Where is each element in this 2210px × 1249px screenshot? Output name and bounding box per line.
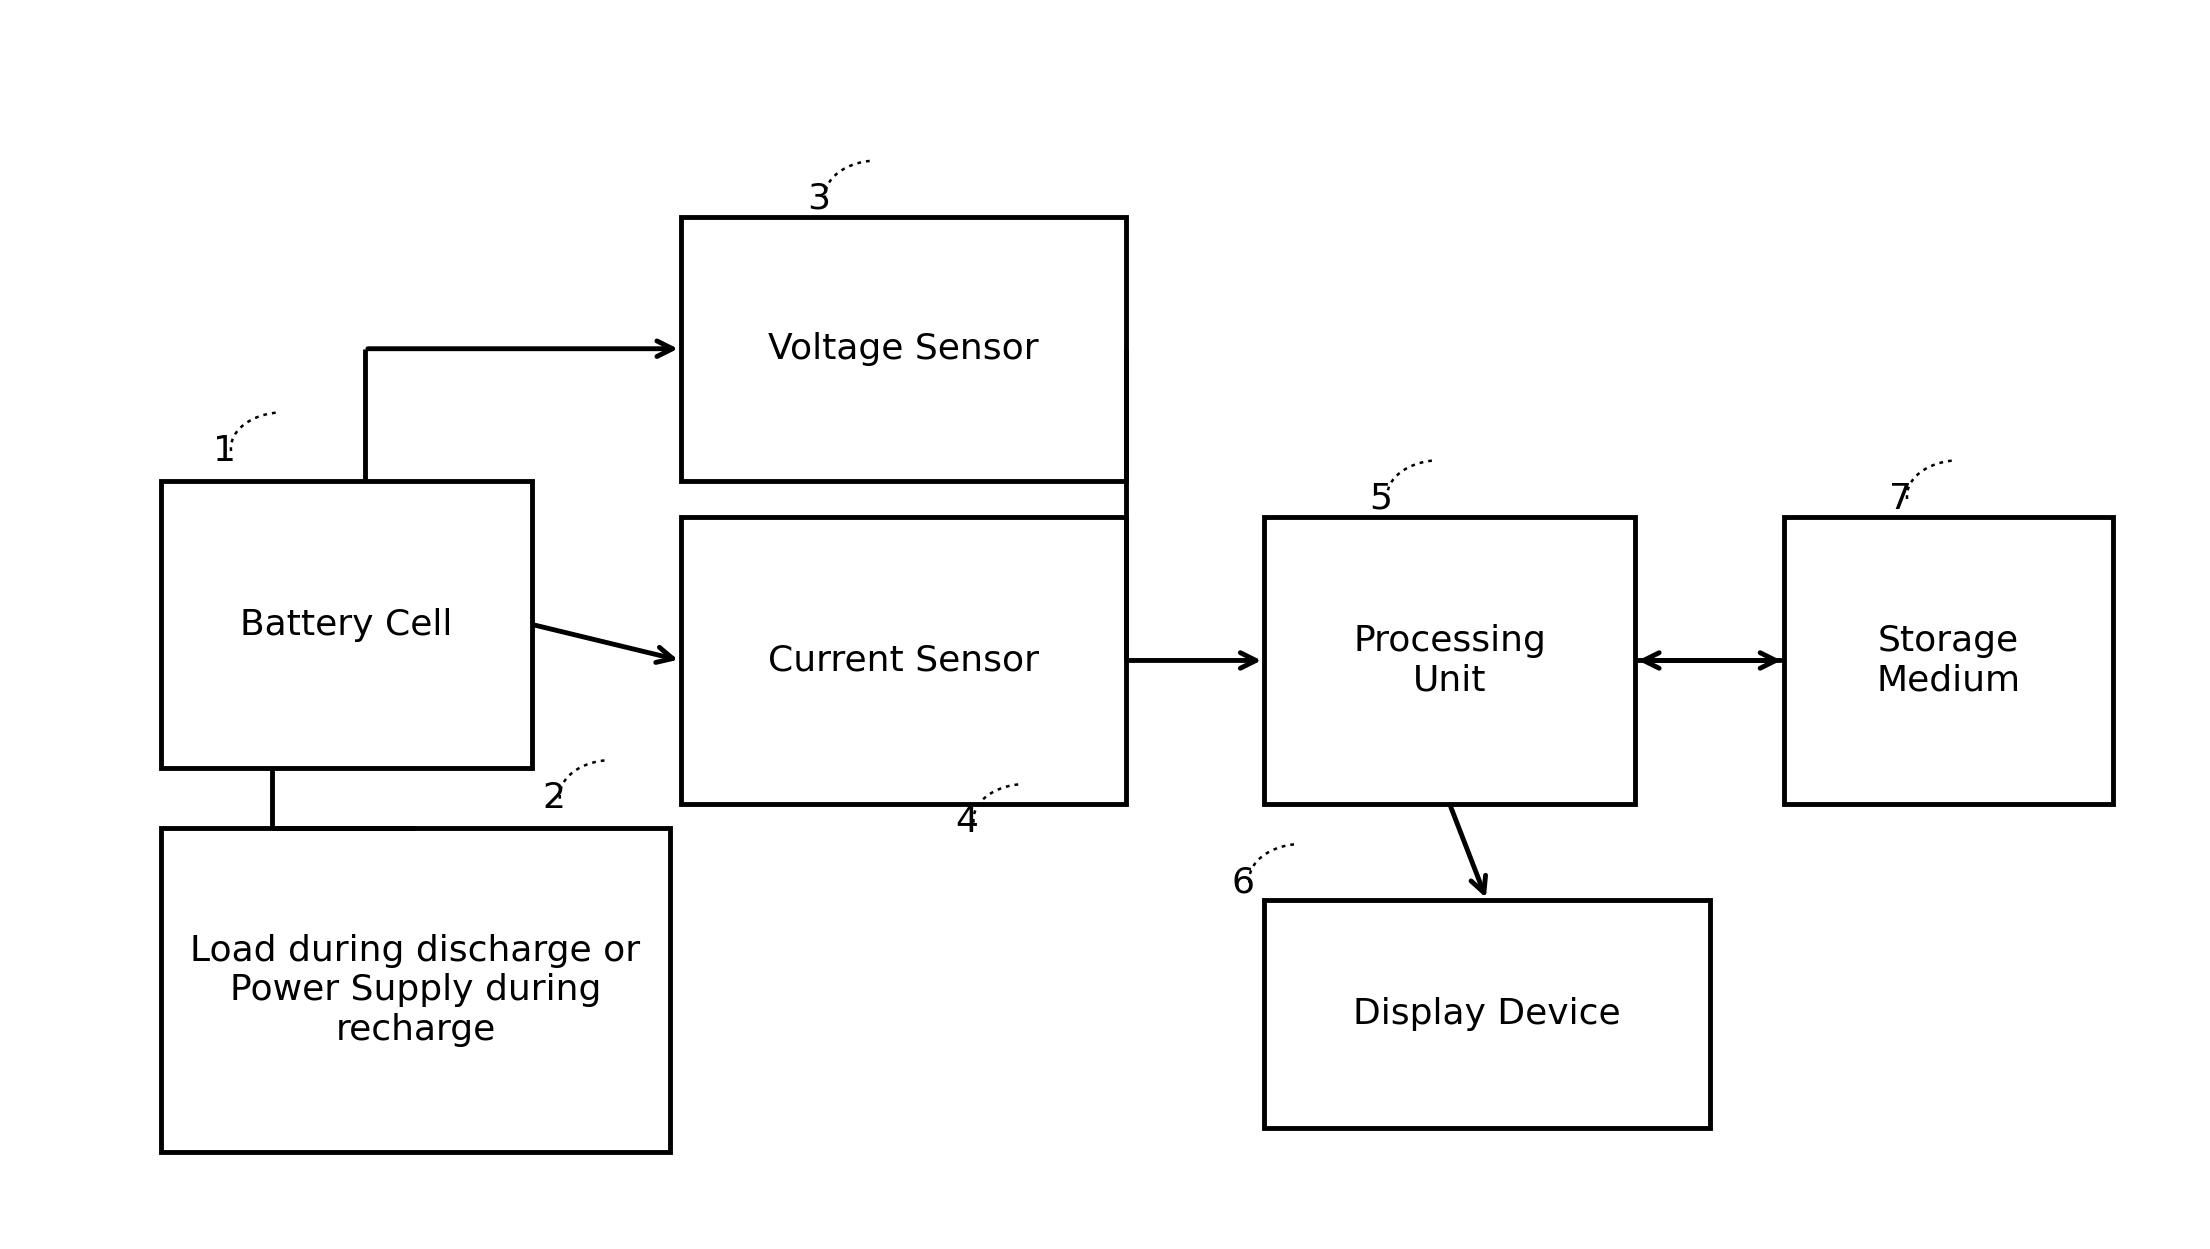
Text: 1: 1	[212, 433, 236, 467]
Text: 3: 3	[807, 182, 831, 216]
Text: Storage
Medium: Storage Medium	[1876, 623, 2020, 697]
FancyBboxPatch shape	[681, 517, 1127, 804]
Text: 5: 5	[1370, 482, 1392, 516]
Text: 7: 7	[1890, 482, 1912, 516]
FancyBboxPatch shape	[161, 481, 533, 768]
Text: Voltage Sensor: Voltage Sensor	[769, 332, 1039, 366]
Text: 4: 4	[955, 806, 979, 839]
FancyBboxPatch shape	[681, 217, 1127, 481]
FancyBboxPatch shape	[1264, 901, 1711, 1128]
FancyBboxPatch shape	[1264, 517, 1635, 804]
Text: Display Device: Display Device	[1353, 997, 1620, 1032]
Text: Battery Cell: Battery Cell	[241, 607, 453, 642]
Text: 2: 2	[541, 782, 566, 816]
Text: Load during discharge or
Power Supply during
recharge: Load during discharge or Power Supply du…	[190, 934, 641, 1047]
Text: 6: 6	[1231, 866, 1255, 899]
FancyBboxPatch shape	[161, 828, 670, 1152]
Text: Current Sensor: Current Sensor	[767, 643, 1039, 677]
FancyBboxPatch shape	[1783, 517, 2113, 804]
Text: Processing
Unit: Processing Unit	[1353, 623, 1547, 697]
